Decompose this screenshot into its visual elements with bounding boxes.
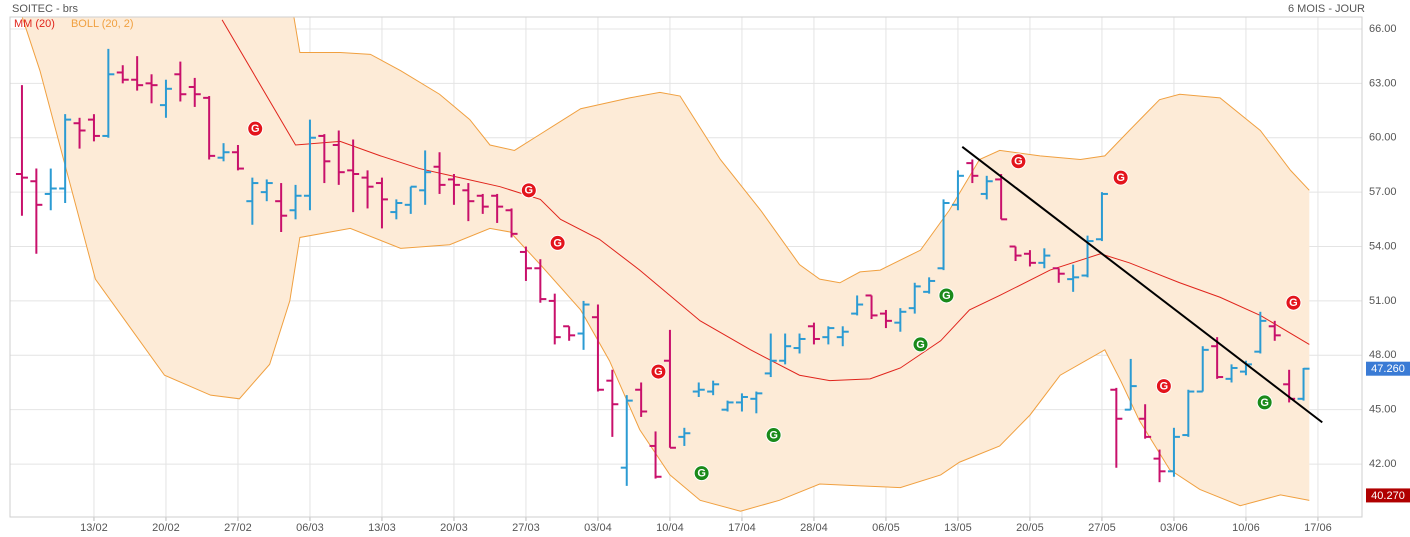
bars: G G G G G G G G G G G G G	[15, 48, 1323, 486]
signal	[650, 363, 667, 380]
x-tick-label: 20/02	[152, 522, 180, 534]
signal	[520, 182, 537, 199]
x-tick-label: 03/04	[584, 522, 612, 534]
signal-label: G	[1160, 381, 1169, 393]
band-line	[21, 17, 1310, 512]
signal-label: G	[525, 185, 534, 197]
y-tick-label: 60.00	[1369, 132, 1397, 144]
signal-label: G	[1260, 397, 1269, 409]
bands	[21, 17, 1310, 512]
signal-label: G	[1116, 172, 1125, 184]
signal	[1112, 169, 1129, 186]
signal	[938, 287, 955, 304]
signal-label: G	[654, 366, 663, 378]
y-tick-label: 57.00	[1369, 186, 1397, 198]
y-tick-label: 66.00	[1369, 23, 1397, 35]
legend-entry: MM (20)	[14, 18, 55, 30]
signal	[693, 465, 710, 482]
chart-title: SOITEC - brs	[12, 3, 79, 15]
signal-label: G	[1014, 156, 1023, 168]
x-tick-label: 13/02	[80, 522, 108, 534]
x-tick-label: 13/05	[944, 522, 972, 534]
x-tick-label: 20/03	[440, 522, 468, 534]
trendline	[961, 146, 1323, 424]
y-tick-label: 45.00	[1369, 404, 1397, 416]
price-marker-label: 47.260	[1371, 363, 1405, 375]
x-tick-label: 17/04	[728, 522, 756, 534]
band-fill	[22, 17, 1310, 512]
x-tick-label: 06/03	[296, 522, 324, 534]
x-tick-label: 13/03	[368, 522, 396, 534]
signal	[765, 427, 782, 444]
y-tick-label: 54.00	[1369, 240, 1397, 252]
period-label: 6 MOIS - JOUR	[1288, 3, 1365, 15]
x-tick-label: 27/05	[1088, 522, 1116, 534]
signal	[912, 336, 929, 353]
y-tick-label: 51.00	[1369, 295, 1397, 307]
x-tick-label: 27/03	[512, 522, 540, 534]
signal-label: G	[1289, 297, 1298, 309]
y-tick-label: 63.00	[1369, 77, 1397, 89]
signal	[1010, 153, 1027, 170]
signal-label: G	[942, 290, 951, 302]
x-tick-label: 28/04	[800, 522, 828, 534]
x-tick-label: 10/06	[1232, 522, 1260, 534]
signal-label: G	[251, 123, 260, 135]
plot-frame	[9, 16, 1363, 518]
x-tick-label: 10/04	[656, 522, 684, 534]
price-marker	[1366, 361, 1410, 376]
band-line	[293, 17, 1310, 284]
legend-entry: BOLL (20, 2)	[71, 18, 134, 30]
y-tick-label: 42.00	[1369, 458, 1397, 470]
signal-label: G	[769, 429, 778, 441]
signal	[247, 120, 264, 137]
price-marker-label: 40.270	[1371, 490, 1405, 502]
signal-label: G	[916, 339, 925, 351]
x-tick-label: 27/02	[224, 522, 252, 534]
signal	[1155, 378, 1172, 395]
moving-average	[221, 19, 1310, 382]
signal	[1285, 294, 1302, 311]
y-tick-label: 48.00	[1369, 349, 1397, 361]
x-tick-label: 20/05	[1016, 522, 1044, 534]
signal	[549, 234, 566, 251]
overlay: 42.00 45.00 48.00 51.00 54.00 57.00 60.00 63.00…	[14, 18, 1410, 534]
signal	[1256, 394, 1273, 411]
signal-label: G	[697, 468, 706, 480]
x-tick-label: 03/06	[1160, 522, 1188, 534]
price-marker	[1366, 488, 1410, 503]
signal-label: G	[553, 237, 562, 249]
x-tick-label: 06/05	[872, 522, 900, 534]
x-tick-label: 17/06	[1304, 522, 1332, 534]
